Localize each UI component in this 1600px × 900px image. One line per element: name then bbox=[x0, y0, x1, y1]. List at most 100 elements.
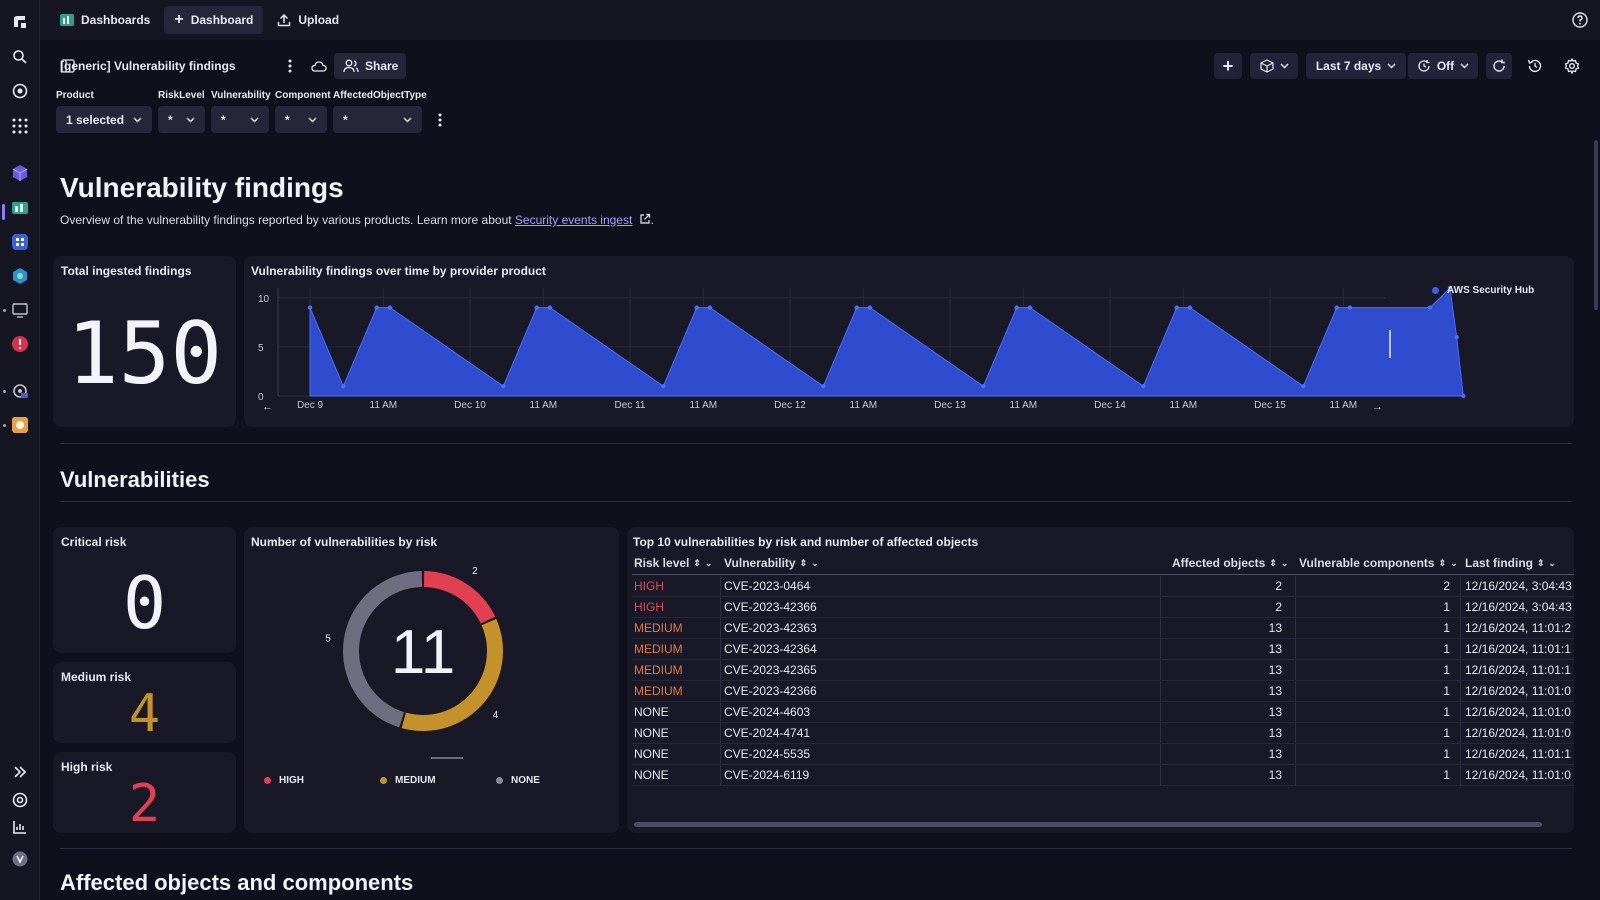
data-point[interactable] bbox=[1454, 334, 1459, 340]
data-point[interactable] bbox=[1447, 285, 1453, 291]
filter-affectedobjecttype-select[interactable]: * bbox=[333, 106, 422, 133]
settings-app-icon[interactable] bbox=[10, 381, 30, 401]
timeframe-selector[interactable]: Last 7 days bbox=[1306, 53, 1406, 79]
data-point[interactable] bbox=[981, 383, 986, 389]
data-point[interactable] bbox=[1347, 305, 1353, 310]
security-events-link[interactable]: Security events ingest bbox=[514, 213, 633, 227]
dashboards-app-icon[interactable] bbox=[10, 198, 30, 218]
page-scrollbar[interactable] bbox=[1594, 140, 1598, 310]
notebook-app-icon[interactable] bbox=[10, 415, 30, 435]
data-point[interactable] bbox=[1027, 305, 1033, 310]
search-icon[interactable] bbox=[10, 47, 30, 67]
data-point[interactable] bbox=[694, 305, 699, 310]
dashboard-title[interactable]: [generic] Vulnerability findings bbox=[60, 59, 236, 73]
add-tile-button[interactable]: + bbox=[1214, 53, 1242, 79]
legend-none[interactable]: NONE bbox=[496, 775, 540, 786]
more-options-icon[interactable] bbox=[278, 54, 302, 78]
history-icon[interactable] bbox=[1523, 54, 1547, 78]
data-point[interactable] bbox=[854, 305, 859, 310]
data-point[interactable] bbox=[534, 305, 539, 310]
data-point[interactable] bbox=[387, 305, 393, 310]
filter-more-icon[interactable] bbox=[428, 108, 452, 132]
expand-rail-icon[interactable] bbox=[10, 762, 30, 782]
data-point[interactable] bbox=[821, 383, 826, 389]
auto-refresh-selector[interactable]: Off bbox=[1408, 53, 1478, 79]
data-point[interactable] bbox=[707, 305, 713, 310]
data-point[interactable] bbox=[867, 305, 873, 310]
table-row[interactable]: NONE CVE-2024-6119 13 1 12/16/2024, 11:01:0 bbox=[632, 765, 1574, 786]
table-row[interactable]: MEDIUM CVE-2023-42363 13 1 12/16/2024, 11:01… bbox=[632, 618, 1574, 639]
legend-high[interactable]: HIGH bbox=[264, 775, 304, 786]
share-button[interactable]: Share bbox=[334, 53, 406, 79]
data-point[interactable] bbox=[1334, 305, 1339, 310]
series-area[interactable] bbox=[309, 286, 1464, 397]
table-row[interactable]: HIGH CVE-2023-0464 2 2 12/16/2024, 3:04:43 bbox=[632, 576, 1574, 597]
data-point[interactable] bbox=[307, 305, 313, 310]
infrastructure-app-icon[interactable] bbox=[10, 266, 30, 286]
table-row[interactable]: NONE CVE-2024-4603 13 1 12/16/2024, 11:01:0 bbox=[632, 702, 1574, 723]
dashboards-tab[interactable]: Dashboards bbox=[50, 6, 160, 34]
risk-donut-tile[interactable]: Number of vulnerabilities by risk 2 4 5 11 … bbox=[244, 527, 619, 833]
support-icon[interactable] bbox=[10, 790, 30, 810]
monitor-app-icon[interactable] bbox=[10, 300, 30, 320]
column-header-risk-level[interactable]: Risk level ⇕ ⌄ bbox=[634, 552, 712, 574]
table-row[interactable]: NONE CVE-2024-4741 13 1 12/16/2024, 11:01:0 bbox=[632, 723, 1574, 744]
apps-grid-icon[interactable] bbox=[10, 116, 30, 136]
timeseries-tile[interactable]: Vulnerability findings over time by prov… bbox=[244, 256, 1574, 427]
donut-slice-high[interactable] bbox=[423, 571, 496, 624]
data-point[interactable] bbox=[1427, 305, 1433, 310]
data-point[interactable] bbox=[374, 305, 379, 310]
toggle-sidebar-icon[interactable] bbox=[56, 54, 80, 78]
settings-gear-icon[interactable] bbox=[1560, 54, 1584, 78]
copilot-icon[interactable] bbox=[10, 81, 30, 101]
legend-medium[interactable]: MEDIUM bbox=[380, 775, 436, 786]
new-dashboard-button[interactable]: + Dashboard bbox=[164, 6, 264, 34]
data-point[interactable] bbox=[501, 383, 506, 389]
refresh-button[interactable] bbox=[1486, 53, 1512, 79]
column-header-last-finding[interactable]: Last finding ⇕ ⌄ bbox=[1465, 552, 1556, 574]
column-header-affected-objects[interactable]: Affected objects ⇕ ⌄ bbox=[1172, 552, 1288, 574]
help-icon[interactable] bbox=[1572, 12, 1588, 28]
external-link-icon[interactable] bbox=[639, 213, 651, 225]
medium-risk-tile[interactable]: Medium risk 4 bbox=[53, 662, 236, 744]
upload-button[interactable]: Upload bbox=[267, 6, 349, 34]
legend-aws-security-hub[interactable]: AWS Security Hub bbox=[1432, 285, 1534, 296]
filter-risklevel-select[interactable]: * bbox=[158, 106, 205, 133]
data-point[interactable] bbox=[661, 383, 666, 389]
total-findings-tile[interactable]: Total ingested findings 150 bbox=[53, 256, 236, 427]
donut-slice-medium[interactable] bbox=[401, 618, 503, 731]
column-header-vulnerable-components[interactable]: Vulnerable components ⇕ ⌄ bbox=[1299, 552, 1458, 574]
data-point[interactable] bbox=[1014, 305, 1019, 310]
data-point[interactable] bbox=[1301, 383, 1306, 389]
high-risk-tile[interactable]: High risk 2 bbox=[53, 752, 236, 834]
cube-app-icon[interactable] bbox=[10, 163, 30, 183]
scroll-right-icon[interactable]: → bbox=[1372, 401, 1383, 413]
table-row[interactable]: MEDIUM CVE-2023-42365 13 1 12/16/2024, 11:01… bbox=[632, 660, 1574, 681]
data-point[interactable] bbox=[1174, 305, 1179, 310]
table-horizontal-scrollbar[interactable] bbox=[634, 822, 1542, 827]
data-point[interactable] bbox=[1141, 383, 1146, 389]
table-row[interactable]: MEDIUM CVE-2023-42364 13 1 12/16/2024, 11:01… bbox=[632, 639, 1574, 660]
analytics-icon[interactable] bbox=[10, 817, 30, 837]
table-row[interactable]: MEDIUM CVE-2023-42366 13 1 12/16/2024, 11:01… bbox=[632, 681, 1574, 702]
cloud-saved-icon[interactable] bbox=[307, 54, 331, 78]
donut-slice-none[interactable] bbox=[343, 571, 423, 728]
data-point[interactable] bbox=[341, 383, 346, 389]
problems-app-icon[interactable] bbox=[10, 334, 30, 354]
critical-risk-tile[interactable]: Critical risk 0 bbox=[53, 527, 236, 653]
column-header-vulnerability[interactable]: Vulnerability ⇕ ⌄ bbox=[724, 552, 819, 574]
filter-product-select[interactable]: 1 selected bbox=[56, 106, 152, 133]
data-point[interactable] bbox=[1461, 393, 1466, 399]
scroll-left-icon[interactable]: ← bbox=[262, 401, 273, 413]
data-point[interactable] bbox=[1187, 305, 1193, 310]
filter-component-select[interactable]: * bbox=[275, 106, 327, 133]
table-row[interactable]: NONE CVE-2024-5535 13 1 12/16/2024, 11:01:1 bbox=[632, 744, 1574, 765]
cell-affected-objects: 13 bbox=[1268, 663, 1282, 677]
workflows-app-icon[interactable] bbox=[10, 232, 30, 252]
app-logo-icon[interactable] bbox=[10, 12, 30, 32]
filter-vulnerability-select[interactable]: * bbox=[211, 106, 269, 133]
data-point[interactable] bbox=[547, 305, 553, 310]
table-row[interactable]: HIGH CVE-2023-42366 2 1 12/16/2024, 3:04:43 bbox=[632, 597, 1574, 618]
segments-button[interactable] bbox=[1250, 53, 1298, 79]
user-avatar[interactable] bbox=[10, 849, 30, 869]
